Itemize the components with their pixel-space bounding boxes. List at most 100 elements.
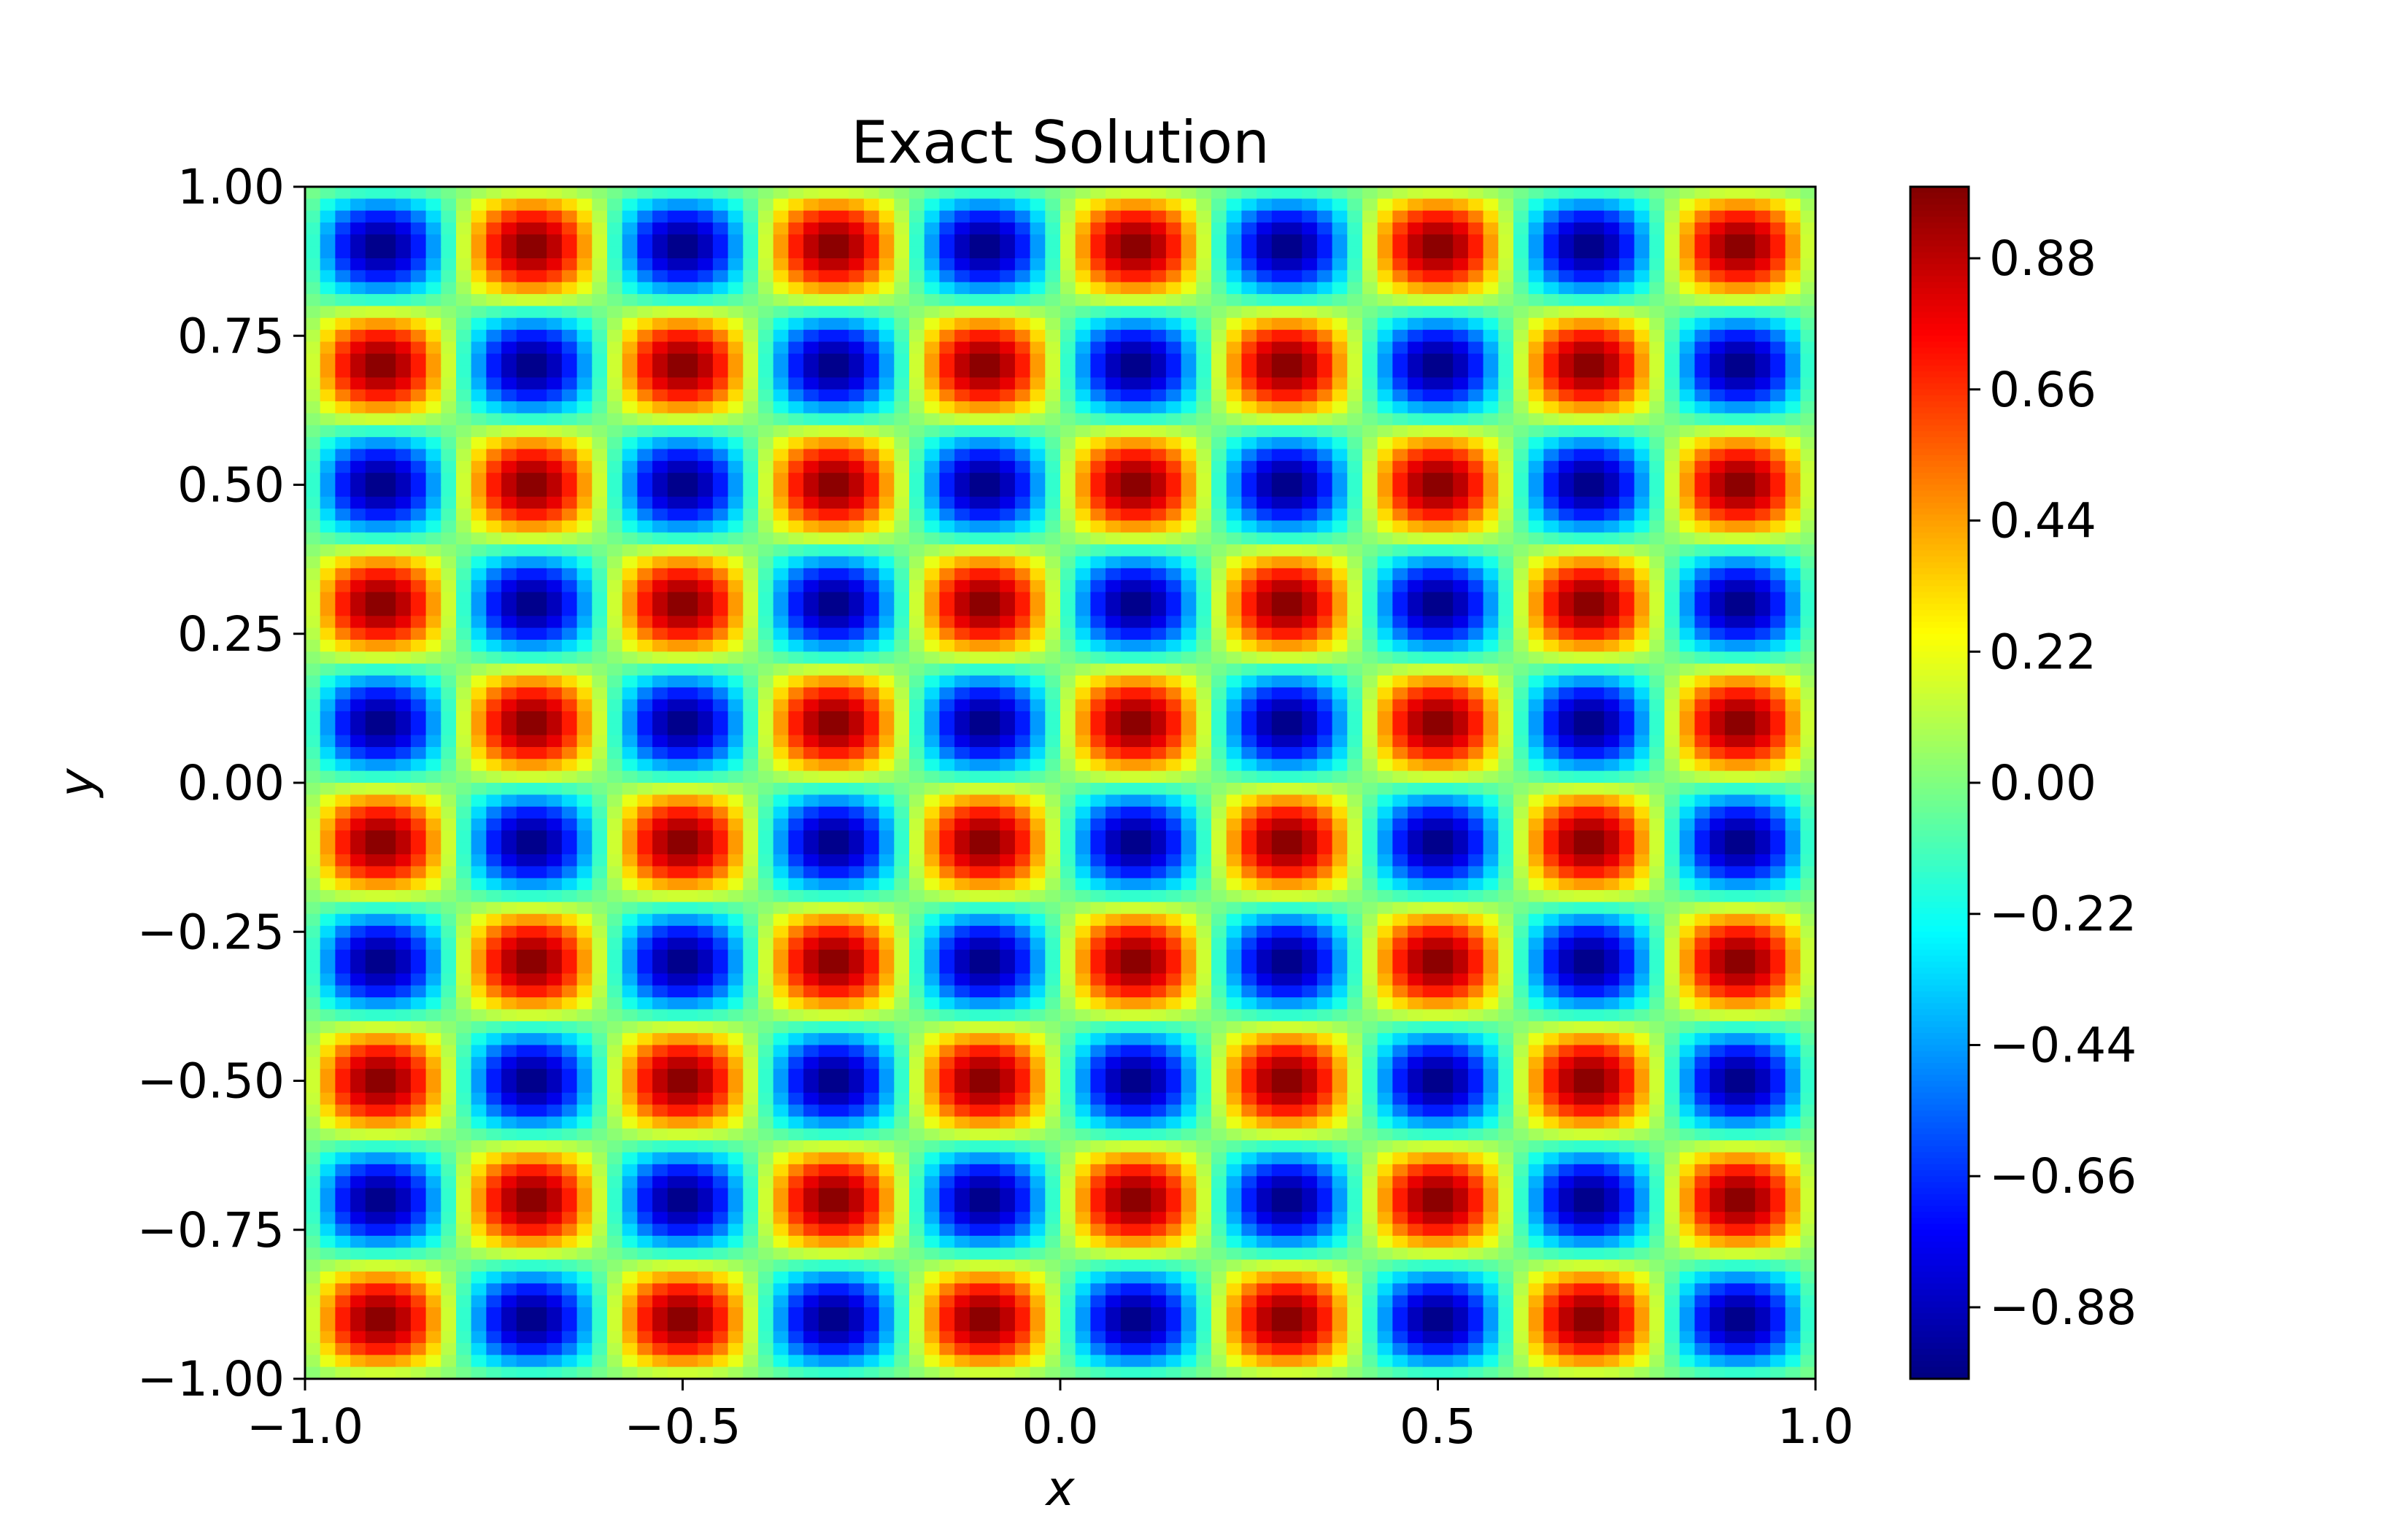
heatmap-cell [531, 1307, 548, 1320]
heatmap-cell [350, 913, 366, 926]
heatmap-cell [667, 854, 684, 867]
heatmap-cell [531, 1319, 548, 1332]
heatmap-cell [380, 1283, 397, 1296]
heatmap-cell [592, 413, 608, 426]
heatmap-cell [818, 783, 835, 796]
heatmap-cell [637, 556, 653, 569]
heatmap-cell [909, 962, 925, 975]
heatmap-cell [849, 783, 865, 796]
heatmap-cell [622, 937, 638, 951]
heatmap-cell [395, 711, 412, 724]
heatmap-cell [516, 1104, 533, 1118]
heatmap-cell [335, 437, 351, 450]
heatmap-cell [456, 520, 472, 533]
heatmap-cell [894, 1009, 910, 1022]
heatmap-cell [939, 532, 955, 546]
heatmap-cell [879, 735, 895, 748]
heatmap-cell [335, 460, 351, 474]
heatmap-cell [471, 341, 487, 355]
heatmap-cell [833, 544, 850, 557]
heatmap-cell [698, 794, 714, 808]
heatmap-cell [652, 746, 668, 760]
heatmap-cell [1030, 401, 1046, 414]
heatmap-cell [1000, 1021, 1016, 1034]
heatmap-cell [350, 651, 366, 665]
heatmap-cell [954, 1116, 970, 1129]
heatmap-cell [698, 1104, 714, 1118]
heatmap-cell [969, 544, 986, 557]
heatmap-cell [410, 532, 427, 546]
heatmap-cell [698, 330, 714, 343]
heatmap-cell [1030, 735, 1046, 748]
heatmap-cell [335, 198, 351, 212]
heatmap-cell [1014, 890, 1031, 903]
heatmap-cell [758, 842, 774, 855]
heatmap-cell [410, 985, 427, 999]
heatmap-cell [788, 425, 804, 438]
heatmap-cell [894, 1056, 910, 1070]
heatmap-cell [849, 1116, 865, 1129]
heatmap-cell [954, 270, 970, 283]
heatmap-cell [425, 496, 442, 510]
heatmap-cell [456, 1199, 472, 1213]
heatmap-cell [592, 306, 608, 319]
heatmap-cell [758, 711, 774, 724]
heatmap-cell [592, 997, 608, 1010]
heatmap-cell [894, 854, 910, 867]
heatmap-cell [954, 198, 970, 212]
heatmap-cell [758, 1319, 774, 1332]
heatmap-cell [365, 198, 382, 212]
heatmap-cell [561, 568, 578, 581]
heatmap-cell [425, 1342, 442, 1356]
heatmap-cell [984, 556, 1001, 569]
heatmap-cell [879, 210, 895, 223]
heatmap-cell [1000, 675, 1016, 689]
heatmap-cell [698, 985, 714, 999]
heatmap-cell [849, 675, 865, 689]
heatmap-cell [984, 926, 1001, 939]
heatmap-cell [833, 770, 850, 784]
heatmap-cell [652, 556, 668, 569]
heatmap-cell [320, 687, 336, 700]
heatmap-cell [471, 282, 487, 295]
heatmap-cell [441, 1283, 457, 1296]
heatmap-cell [592, 913, 608, 926]
heatmap-cell [667, 365, 684, 379]
heatmap-cell [1000, 985, 1016, 999]
heatmap-cell [486, 639, 502, 653]
heatmap-cell [410, 317, 427, 330]
heatmap-cell [350, 234, 366, 247]
heatmap-cell [365, 544, 382, 557]
heatmap-cell [607, 520, 623, 533]
heatmap-cell [879, 187, 895, 200]
heatmap-cell [350, 413, 366, 426]
heatmap-cell [516, 520, 533, 533]
heatmap-cell [486, 592, 502, 605]
heatmap-cell [788, 592, 804, 605]
heatmap-cell [410, 1045, 427, 1058]
heatmap-cell [743, 282, 759, 295]
heatmap-cell [471, 1069, 487, 1082]
heatmap-cell [395, 651, 412, 665]
heatmap-cell [576, 1056, 593, 1070]
heatmap-cell [531, 1116, 548, 1129]
heatmap-cell [1014, 592, 1031, 605]
heatmap-cell [879, 1259, 895, 1272]
heatmap-cell [486, 711, 502, 724]
heatmap-cell [758, 365, 774, 379]
heatmap-cell [1014, 1069, 1031, 1082]
heatmap-cell [320, 1116, 336, 1129]
heatmap-cell [1030, 1176, 1046, 1189]
heatmap-cell [456, 926, 472, 939]
heatmap-cell [637, 592, 653, 605]
heatmap-cell [395, 568, 412, 581]
heatmap-cell [501, 210, 517, 223]
heatmap-cell [652, 496, 668, 510]
heatmap-cell [984, 675, 1001, 689]
heatmap-cell [924, 1271, 941, 1285]
heatmap-cell [773, 878, 790, 891]
heatmap-cell [818, 532, 835, 546]
heatmap-cell [547, 711, 563, 724]
heatmap-cell [698, 520, 714, 533]
heatmap-cell [486, 985, 502, 999]
